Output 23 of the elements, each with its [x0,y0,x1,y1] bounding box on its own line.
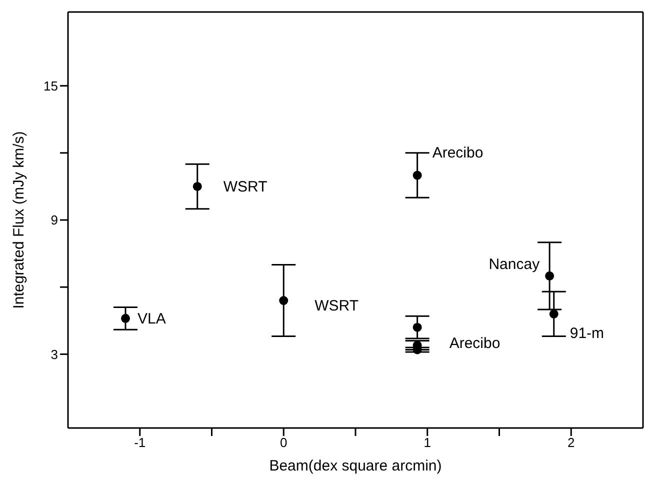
annotation: VLA [138,310,166,328]
point [545,271,554,280]
x-tick-label: -1 [134,435,146,450]
annotation: Arecibo [449,335,500,352]
y-tick-label: 15 [44,78,58,94]
annotation: WSRT [314,298,359,315]
point [279,296,288,306]
point [412,322,422,332]
y-tick-label: 9 [50,212,58,228]
y-axis-title: Integrated Flux (mJy km/s) [10,131,28,309]
annotation: 91-m [570,324,604,342]
point [121,314,130,323]
point [192,182,202,191]
point [412,170,422,180]
x-tick-label: 2 [568,435,575,450]
annotation: Arecibo [432,144,484,162]
annotation: Nancay [488,256,540,273]
point [549,309,558,318]
x-tick-label: 0 [280,435,288,450]
x-axis-title: Beam(dex square arcmin) [269,458,442,475]
annotation: WSRT [223,178,268,196]
x-tick-label: 1 [424,435,431,450]
y-tick-label: 3 [50,346,58,362]
